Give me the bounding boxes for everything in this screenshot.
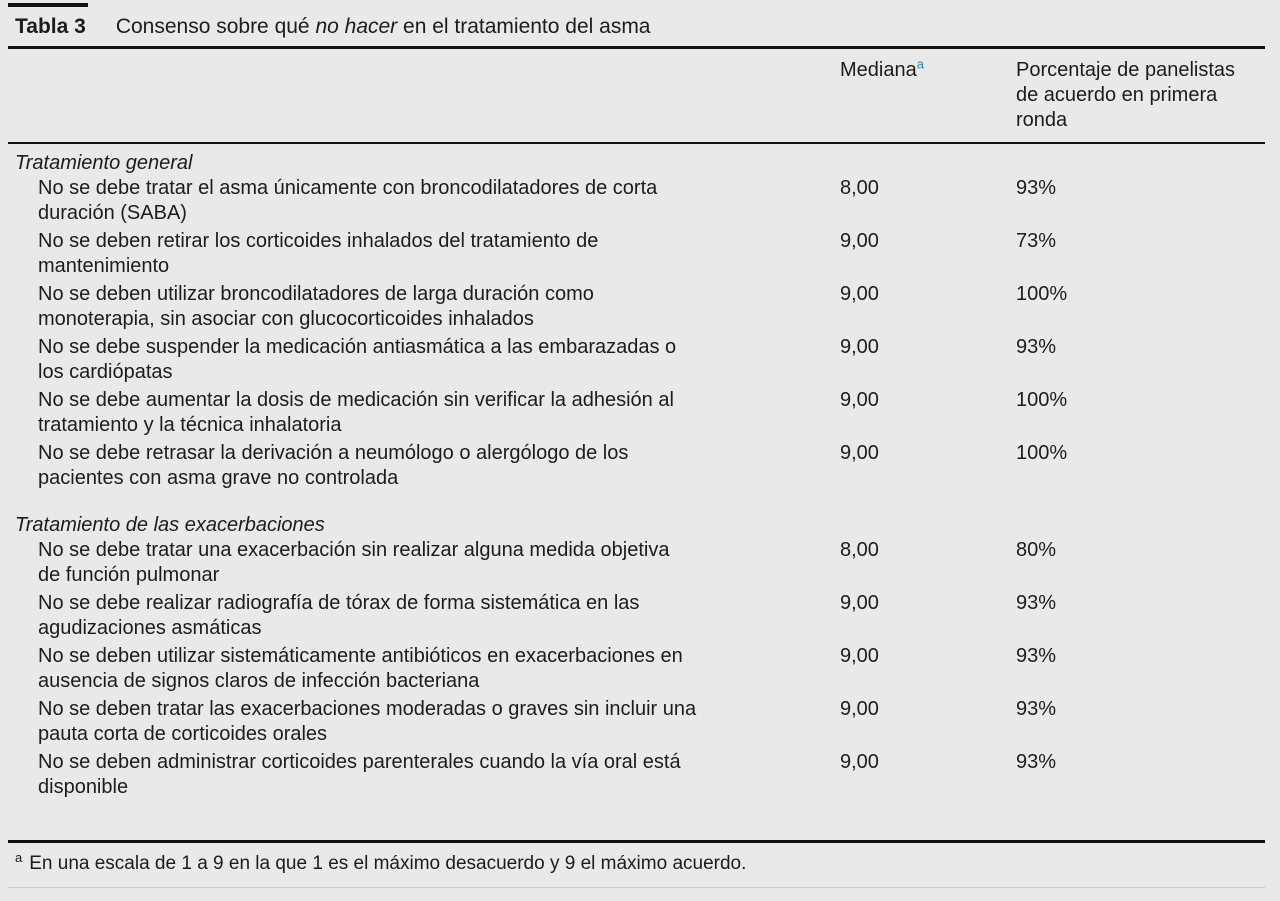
table-body: Tratamiento general No se debe tratar el… xyxy=(8,144,1265,800)
table-row: No se debe tratar el asma únicamente con… xyxy=(8,176,1265,226)
mediana-value: 8,00 xyxy=(840,177,879,199)
porcentaje-value: 93% xyxy=(1016,592,1057,614)
divider-bottom-edge xyxy=(8,887,1265,888)
caption-text-prefix: Consenso sobre qué xyxy=(115,15,316,38)
porcentaje-column-header: Porcentaje de panelistas de acuerdo en p… xyxy=(1016,59,1236,131)
statement-cell: No se debe realizar radiografía de tórax… xyxy=(38,592,640,639)
section-heading: Tratamiento de las exacerbaciones xyxy=(15,514,325,536)
table-row: No se debe realizar radiografía de tórax… xyxy=(8,591,1265,641)
caption-accent-bar xyxy=(8,3,88,7)
table-row: No se deben tratar las exacerbaciones mo… xyxy=(8,697,1265,747)
table-footnote: a En una escala de 1 a 9 en la que 1 es e… xyxy=(8,843,1265,876)
mediana-value: 9,00 xyxy=(840,230,879,252)
caption-text-italic: no hacer xyxy=(315,15,398,38)
statement-cell: No se deben utilizar broncodilatadores d… xyxy=(38,283,594,330)
table-row: No se deben utilizar sistemáticamente an… xyxy=(8,644,1265,694)
footnote-marker: a xyxy=(15,849,23,865)
porcentaje-value: 93% xyxy=(1016,177,1057,199)
mediana-value: 9,00 xyxy=(840,698,879,720)
footnote-text: En una escala de 1 a 9 en la que 1 es el… xyxy=(29,853,747,874)
table-caption: Tabla 3 Consenso sobre qué no hacer en el… xyxy=(8,14,1265,40)
porcentaje-value: 93% xyxy=(1016,698,1057,720)
statement-cell: No se debe tratar una exacerbación sin r… xyxy=(38,539,670,586)
porcentaje-value: 93% xyxy=(1016,336,1057,358)
table-number: Tabla 3 xyxy=(15,15,86,38)
statement-cell: No se debe suspender la medicación antia… xyxy=(38,336,677,383)
mediana-value: 9,00 xyxy=(840,442,879,464)
mediana-column-header: Medianaa xyxy=(840,56,1016,83)
porcentaje-value: 100% xyxy=(1016,283,1068,305)
mediana-label: Mediana xyxy=(840,59,917,81)
table-row: No se debe aumentar la dosis de medicaci… xyxy=(8,388,1265,438)
mediana-value: 9,00 xyxy=(840,336,879,358)
mediana-value: 9,00 xyxy=(840,283,879,305)
mediana-value: 9,00 xyxy=(840,645,879,667)
section-tratamiento-general: Tratamiento general No se debe tratar el… xyxy=(8,151,1265,491)
mediana-footnote-marker: a xyxy=(916,56,924,72)
mediana-value: 9,00 xyxy=(840,389,879,411)
section-tratamiento-exacerbaciones: Tratamiento de las exacerbaciones No se … xyxy=(8,513,1265,800)
table-header-row: Medianaa Porcentaje de panelistas de acu… xyxy=(8,49,1265,142)
statement-cell: No se deben administrar corticoides pare… xyxy=(38,751,681,798)
divider-header xyxy=(8,142,1265,144)
porcentaje-value: 93% xyxy=(1016,751,1057,773)
porcentaje-value: 80% xyxy=(1016,539,1057,561)
statement-cell: No se deben retirar los corticoides inha… xyxy=(38,230,599,277)
caption-text-suffix: en el tratamiento del asma xyxy=(397,15,651,38)
porcentaje-value: 73% xyxy=(1016,230,1057,252)
mediana-value: 9,00 xyxy=(840,751,879,773)
porcentaje-value: 100% xyxy=(1016,389,1068,411)
table-row: No se deben retirar los corticoides inha… xyxy=(8,229,1265,279)
statement-cell: No se debe retrasar la derivación a neum… xyxy=(38,442,629,489)
table-sheet: Tabla 3 Consenso sobre qué no hacer en el… xyxy=(8,3,1265,888)
table-row: No se deben utilizar broncodilatadores d… xyxy=(8,282,1265,332)
porcentaje-value: 100% xyxy=(1016,442,1068,464)
table-row: No se debe suspender la medicación antia… xyxy=(8,335,1265,385)
table-row: No se debe retrasar la derivación a neum… xyxy=(8,441,1265,491)
statement-cell: No se deben tratar las exacerbaciones mo… xyxy=(38,698,697,745)
mediana-value: 9,00 xyxy=(840,592,879,614)
table-row: No se debe tratar una exacerbación sin r… xyxy=(8,538,1265,588)
statement-cell: No se debe aumentar la dosis de medicaci… xyxy=(38,389,674,436)
porcentaje-value: 93% xyxy=(1016,645,1057,667)
table-row: No se deben administrar corticoides pare… xyxy=(8,750,1265,800)
statement-cell: No se debe tratar el asma únicamente con… xyxy=(38,177,658,224)
divider-top xyxy=(8,46,1265,49)
divider-footnote xyxy=(8,840,1265,843)
section-heading: Tratamiento general xyxy=(15,152,193,174)
statement-cell: No se deben utilizar sistemáticamente an… xyxy=(38,645,683,692)
mediana-value: 8,00 xyxy=(840,539,879,561)
